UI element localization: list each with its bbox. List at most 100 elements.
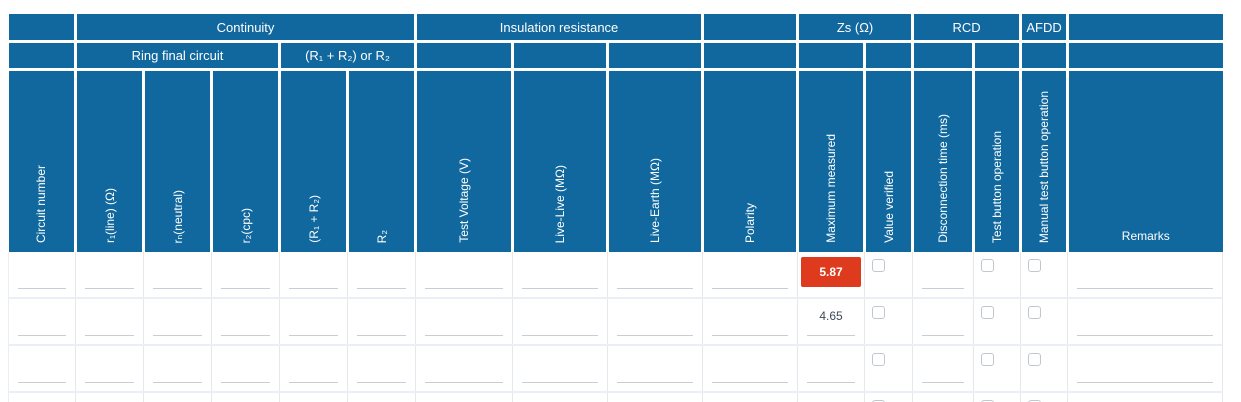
cell-disconnection-time[interactable] <box>912 298 975 346</box>
manual-test-button-operation-checkbox[interactable] <box>1028 353 1042 366</box>
cell-remarks[interactable] <box>1067 392 1224 402</box>
test-button-operation-checkbox[interactable] <box>981 259 995 272</box>
cell-disconnection-time[interactable] <box>912 252 975 299</box>
cell-polarity[interactable] <box>702 345 799 393</box>
cell-maximum-measured[interactable]: 4.65 <box>797 298 866 346</box>
remarks-input-line <box>1077 335 1214 336</box>
col-header-label: Polarity <box>743 202 758 243</box>
cell-circuit-number[interactable] <box>8 252 76 299</box>
cell-live-earth[interactable] <box>607 252 704 299</box>
cell-r2-cpc[interactable] <box>211 345 280 393</box>
maximum-measured-flagged-value: 5.87 <box>801 257 862 287</box>
live-live-input-line <box>522 288 599 289</box>
cell-polarity[interactable] <box>702 392 799 402</box>
manual-test-button-operation-checkbox[interactable] <box>1028 259 1042 272</box>
cell-r1-plus-r2[interactable] <box>279 298 348 346</box>
cell-r2[interactable] <box>347 252 417 299</box>
subgroup-spacer <box>796 40 867 71</box>
cell-r2[interactable] <box>347 345 417 393</box>
value-verified-checkbox[interactable] <box>872 400 886 402</box>
cell-r2-cpc[interactable] <box>211 392 280 402</box>
cell-manual-test-button-operation <box>1020 392 1069 402</box>
col-header-label: R₂ <box>374 229 389 243</box>
test-button-operation-checkbox[interactable] <box>981 400 995 402</box>
col-header-label: Circuit number <box>34 164 49 243</box>
r2-cpc-input-line <box>221 288 270 289</box>
cell-value-verified <box>864 345 914 393</box>
cell-live-earth[interactable] <box>607 392 704 402</box>
cell-r2-cpc[interactable] <box>211 252 280 299</box>
cell-r1-plus-r2[interactable] <box>279 392 348 402</box>
cell-rn-neutral[interactable] <box>143 252 212 299</box>
cell-live-live[interactable] <box>512 298 609 346</box>
cell-remarks[interactable] <box>1067 298 1224 346</box>
col-header-label: Live-Live (MΩ) <box>553 164 568 243</box>
value-verified-checkbox[interactable] <box>872 353 886 366</box>
manual-test-button-operation-checkbox[interactable] <box>1028 306 1042 319</box>
value-verified-checkbox[interactable] <box>872 259 886 272</box>
col-header-label: Live-Earth (MΩ) <box>648 158 663 243</box>
cell-remarks[interactable] <box>1067 252 1224 299</box>
cell-test-voltage[interactable] <box>415 345 514 393</box>
col-header-manual-test-button-operation: Manual test button operation <box>1019 68 1070 252</box>
value-verified-checkbox[interactable] <box>872 306 886 319</box>
col-header-test-button-operation: Test button operation <box>972 68 1023 252</box>
manual-test-button-operation-checkbox[interactable] <box>1028 400 1042 402</box>
cell-live-live[interactable] <box>512 252 609 299</box>
col-header-label: Maximum measured <box>824 134 839 243</box>
cell-r1-line[interactable] <box>75 298 144 346</box>
r2-input-line <box>357 288 407 289</box>
cell-test-voltage[interactable] <box>415 252 514 299</box>
col-header-r1-plus-r2: (R₁ + R₂) <box>278 68 349 252</box>
cell-live-earth[interactable] <box>607 345 704 393</box>
cell-r1-line[interactable] <box>75 345 144 393</box>
cell-polarity[interactable] <box>702 252 799 299</box>
group-header-insulation-resistance: Insulation resistance <box>414 14 705 43</box>
cell-r2-cpc[interactable] <box>211 298 280 346</box>
live-earth-input-line <box>617 335 694 336</box>
cell-live-earth[interactable] <box>607 298 704 346</box>
cell-rn-neutral[interactable] <box>143 298 212 346</box>
test-voltage-input-line <box>425 288 504 289</box>
cell-maximum-measured[interactable] <box>797 392 866 402</box>
cell-maximum-measured[interactable] <box>797 345 866 393</box>
test-button-operation-checkbox[interactable] <box>981 306 995 319</box>
cell-polarity[interactable] <box>702 298 799 346</box>
cell-test-voltage[interactable] <box>415 392 514 402</box>
circuit-number-input-line <box>18 382 66 383</box>
r2-cpc-input-line <box>221 335 270 336</box>
live-earth-input-line <box>617 288 694 289</box>
schedule-of-test-results-table: Continuity Insulation resistance Zs (Ω) … <box>8 14 1224 402</box>
r2-input-line <box>357 335 407 336</box>
col-header-label: (R₁ + R₂) <box>306 195 321 243</box>
polarity-input-line <box>712 335 789 336</box>
cell-r2[interactable] <box>347 392 417 402</box>
cell-maximum-measured[interactable]: 5.87 <box>797 252 866 299</box>
cell-circuit-number[interactable] <box>8 345 76 393</box>
cell-live-live[interactable] <box>512 345 609 393</box>
cell-test-button-operation <box>973 252 1022 299</box>
cell-r1-line[interactable] <box>75 392 144 402</box>
cell-rn-neutral[interactable] <box>143 392 212 402</box>
rn-neutral-input-line <box>153 288 202 289</box>
test-button-operation-checkbox[interactable] <box>981 353 995 366</box>
col-header-label: rₙ(neutral) <box>170 189 185 243</box>
cell-live-live[interactable] <box>512 392 609 402</box>
rn-neutral-input-line <box>153 335 202 336</box>
cell-remarks[interactable] <box>1067 345 1224 393</box>
cell-r1-plus-r2[interactable] <box>279 252 348 299</box>
circuit-number-input-line <box>18 335 66 336</box>
subgroup-spacer <box>701 40 800 71</box>
cell-r1-line[interactable] <box>75 252 144 299</box>
cell-circuit-number[interactable] <box>8 298 76 346</box>
cell-r2[interactable] <box>347 298 417 346</box>
cell-disconnection-time[interactable] <box>912 392 975 402</box>
cell-rn-neutral[interactable] <box>143 345 212 393</box>
remarks-input-line <box>1077 382 1214 383</box>
cell-test-voltage[interactable] <box>415 298 514 346</box>
cell-manual-test-button-operation <box>1020 298 1069 346</box>
cell-disconnection-time[interactable] <box>912 345 975 393</box>
cell-r1-plus-r2[interactable] <box>279 345 348 393</box>
col-header-rn-neutral: rₙ(neutral) <box>142 68 213 252</box>
cell-circuit-number[interactable] <box>8 392 76 402</box>
